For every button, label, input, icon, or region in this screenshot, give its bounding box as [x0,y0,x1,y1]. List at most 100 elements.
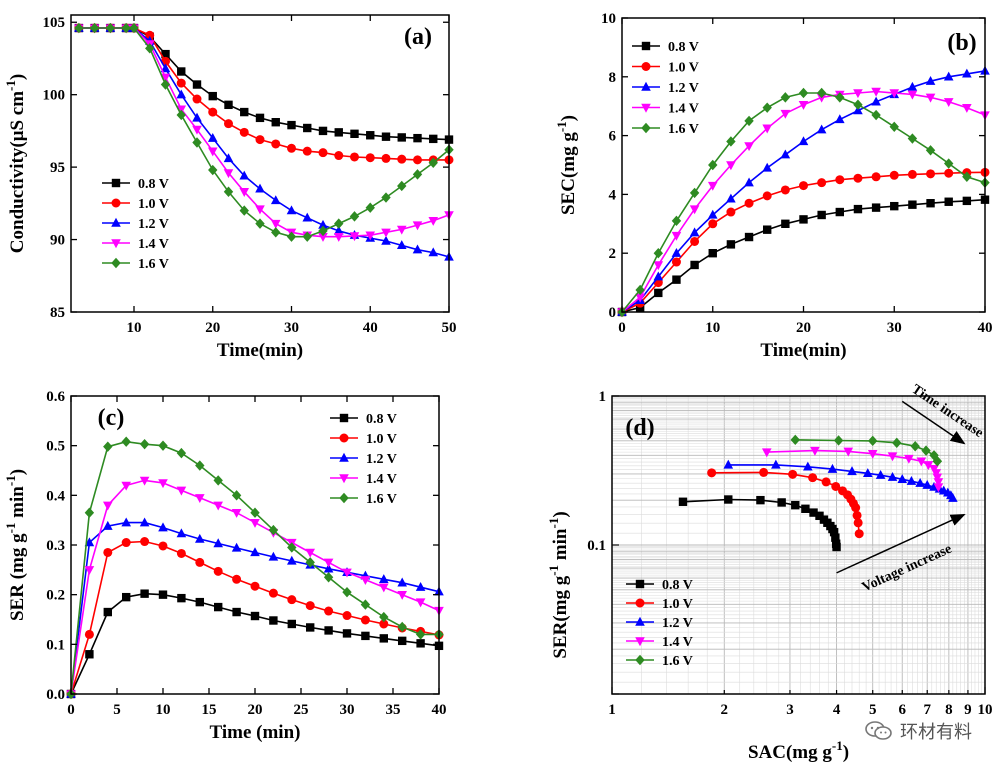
panel-c-series-2-point [397,577,407,587]
panel-c-series-3-point [323,558,334,568]
panel-a-series-4-point [349,211,360,222]
panel-c-ytick-label: 0.4 [46,488,65,504]
panel-c-series-1-point [84,629,94,639]
panel-b-xtick-label: 30 [887,320,902,336]
panel-b-series-2-point [871,96,881,106]
panel-d-xtick-label: 10 [978,702,993,718]
panel-d-series-1-point [788,469,798,479]
panel-d-legend-marker [635,616,645,626]
panel-b-series-4-point [635,284,645,296]
panel-b-series-0-point [708,249,717,258]
panel-a-series-4-point [160,79,171,90]
panel-a-legend-label: 0.8 V [138,177,169,192]
panel-c-xtick-label: 20 [248,702,263,718]
panel-c-series-2-point [158,522,168,532]
panel-c-series-4-point [121,436,131,447]
panel-a-ytick-label: 85 [50,305,65,321]
panel-d-series-0-point [724,495,733,504]
panel-d-series-3-point [867,449,878,459]
panel-a-series-1-point [224,119,233,129]
panel-c-series-2-point [323,563,334,573]
panel-c-series-0-point [103,607,112,617]
panel-a-legend: 0.8 V 1.0 V 1.2 V 1.4 V 1.6 V [102,177,169,272]
panel-c-label: (c) [98,405,125,431]
panel-a-series-3-point [333,232,344,242]
panel-c-series-0-point [324,626,333,635]
panel-d-series-1-point [853,518,863,528]
panel-a-series-0-point [381,132,391,141]
panel-a-series-1-point [365,153,375,163]
panel-c-series-1-point [305,601,315,611]
panel-d-legend-marker [635,654,645,666]
panel-c-xtick-label: 10 [156,702,171,718]
panel-a-series-1-point [145,30,155,40]
panel-d-series-2-point [847,466,857,476]
panel-c-series-4-point [287,542,297,553]
panel-c-series-3-point [379,583,389,593]
panel-c-series-1-point [213,566,223,576]
chart-panel-a: 10 20 30 40 50 85 90 95 100 105 Time(min) Conductiv… [3,14,457,361]
panel-c-series-0-point [140,589,149,598]
panel-a-ylabel: Conductivity(μS cm-1) [3,74,28,253]
panel-b-series-0-point [744,232,754,242]
panel-c-xtick-label: 0 [67,702,75,718]
panel-c-ytick-label: 0.0 [46,687,65,703]
panel-a-series-4-point [397,180,407,192]
panel-a-series-0-point [161,49,170,59]
panel-a-series-4-point [176,109,186,121]
panel-a-series-2-point [270,195,281,205]
panel-a-series-3-point [270,219,281,229]
panel-c-series-0-point [398,636,407,646]
panel-c-series-3-point [213,501,223,511]
panel-c-series-4-point [323,572,334,583]
panel-b-series-4-point [962,171,972,182]
panel-d-legend-marker [635,598,645,608]
panel-a-series-0-point [224,100,233,110]
panel-b-ytick-label: 4 [609,187,617,203]
panel-a-series-4-point [121,22,131,34]
panel-d-xtick-label: 2 [721,702,729,718]
panel-a-label: (a) [404,24,432,50]
panel-b-series-2-point [943,71,954,81]
panel-a-series-1-point [208,107,218,117]
panel-b-series-2-point [816,124,827,134]
panel-a-series-2-point [412,244,423,254]
panel-b-series-0-point [835,207,844,217]
panel-a-series-4-point [318,225,328,237]
panel-c-xtick-label: 30 [340,702,355,718]
panel-a-series-4-point [412,169,423,180]
panel-c-series-0-point [416,639,425,648]
panel-c-ytick-label: 0.2 [46,588,65,604]
panel-c-series-1-point [103,547,113,557]
panel-d-legend-marker [635,637,645,647]
panel-a-series-1-point [239,127,249,137]
panel-b-legend-label: 1.4 V [668,102,699,117]
panel-d-xlabel: SAC(mg g-1) [748,738,849,763]
panel-a-series-2-point [381,235,391,245]
panel-a-series-4-point [428,157,438,168]
panel-c-series-4-point [139,438,150,450]
panel-a-series-4-point [129,22,139,34]
panel-a-ytick-label: 105 [43,15,66,31]
panel-b-series-0-point [962,196,972,206]
panel-a-legend-marker [111,257,121,269]
panel-b-xtick-label: 10 [705,320,720,336]
panel-d-series-4-point [833,435,844,446]
panel-c-series-1-point [268,588,278,598]
panel-c-series-1-point [158,541,168,551]
panel-a-series-1-point [413,155,422,165]
panel-a-series-0-line [78,27,450,141]
panel-c-series-0-point [342,629,352,638]
panel-d-legend-marker [635,579,645,589]
panel-b-series-1-point [817,178,827,188]
panel-c-series-2-point [268,551,279,561]
panel-c-xtick-label: 35 [386,702,401,718]
panel-c-series-3-point [305,548,315,558]
panel-b-series-0-point [654,288,663,298]
panel-c-series-2-point [103,520,113,530]
panel-a-legend-label: 1.4 V [138,237,169,252]
panel-a-legend-marker [111,239,121,249]
panel-a-series-2-point [302,212,313,222]
panel-a-series-3-point [412,221,423,231]
